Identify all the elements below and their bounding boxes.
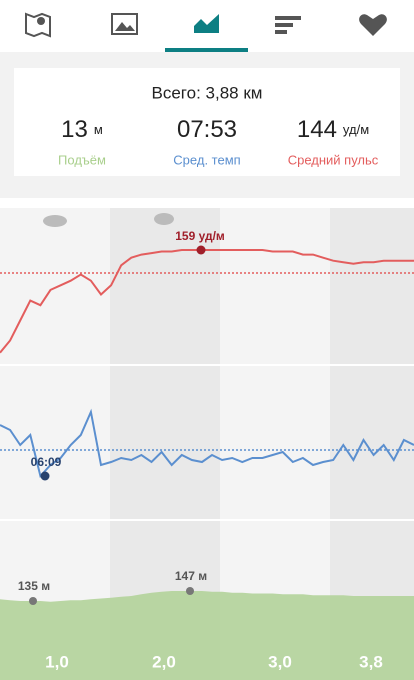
stat-number: 13 <box>61 116 88 143</box>
pace-marker-label: 06:09 <box>31 455 62 469</box>
stat-number: 144 <box>297 116 337 143</box>
pace-line <box>0 408 414 479</box>
stat-number: 07:53 <box>177 116 237 143</box>
stat-value: 144 уд/м <box>297 116 369 143</box>
tab-chart[interactable] <box>194 14 219 33</box>
stat-caption: Сред. темп <box>173 152 240 167</box>
x-tick-label: 1,0 <box>45 652 69 671</box>
tab-favorite[interactable] <box>359 14 387 36</box>
stat-value: 07:53 <box>177 116 237 143</box>
active-tab-indicator <box>165 48 248 52</box>
tab-map[interactable] <box>25 12 51 38</box>
elevation-marker <box>29 597 37 605</box>
slow-icon <box>43 215 67 227</box>
stat-caption: Средний пульс <box>288 152 379 167</box>
stat-unit: уд/м <box>343 122 369 137</box>
heart-rate-line <box>0 249 414 354</box>
elevation-marker-label: 135 м <box>18 579 50 593</box>
x-tick-label: 3,0 <box>268 652 292 671</box>
pace-marker <box>40 471 50 481</box>
stat-caption: Подъём <box>58 152 106 167</box>
x-tick-label: 3,8 <box>359 652 383 671</box>
stat-value: 13 м <box>61 116 103 143</box>
x-tick-label: 2,0 <box>152 652 176 671</box>
stat-unit: м <box>94 122 103 137</box>
elevation-marker-label: 147 м <box>175 569 207 583</box>
charts: 159 уд/м 06:09 135 м 147 м 1,0 2,0 3,0 3,8 <box>0 208 414 680</box>
fast-icon <box>154 213 174 225</box>
heart-marker-label: 159 уд/м <box>175 229 225 243</box>
summary-card <box>14 68 400 176</box>
tab-stats[interactable] <box>275 16 301 34</box>
tab-icons <box>25 12 387 52</box>
elevation-marker <box>186 587 194 595</box>
total-distance: Всего: 3,88 км <box>152 83 263 102</box>
elevation-area <box>0 591 414 680</box>
heart-marker <box>196 245 206 255</box>
tab-photos[interactable] <box>111 13 138 35</box>
